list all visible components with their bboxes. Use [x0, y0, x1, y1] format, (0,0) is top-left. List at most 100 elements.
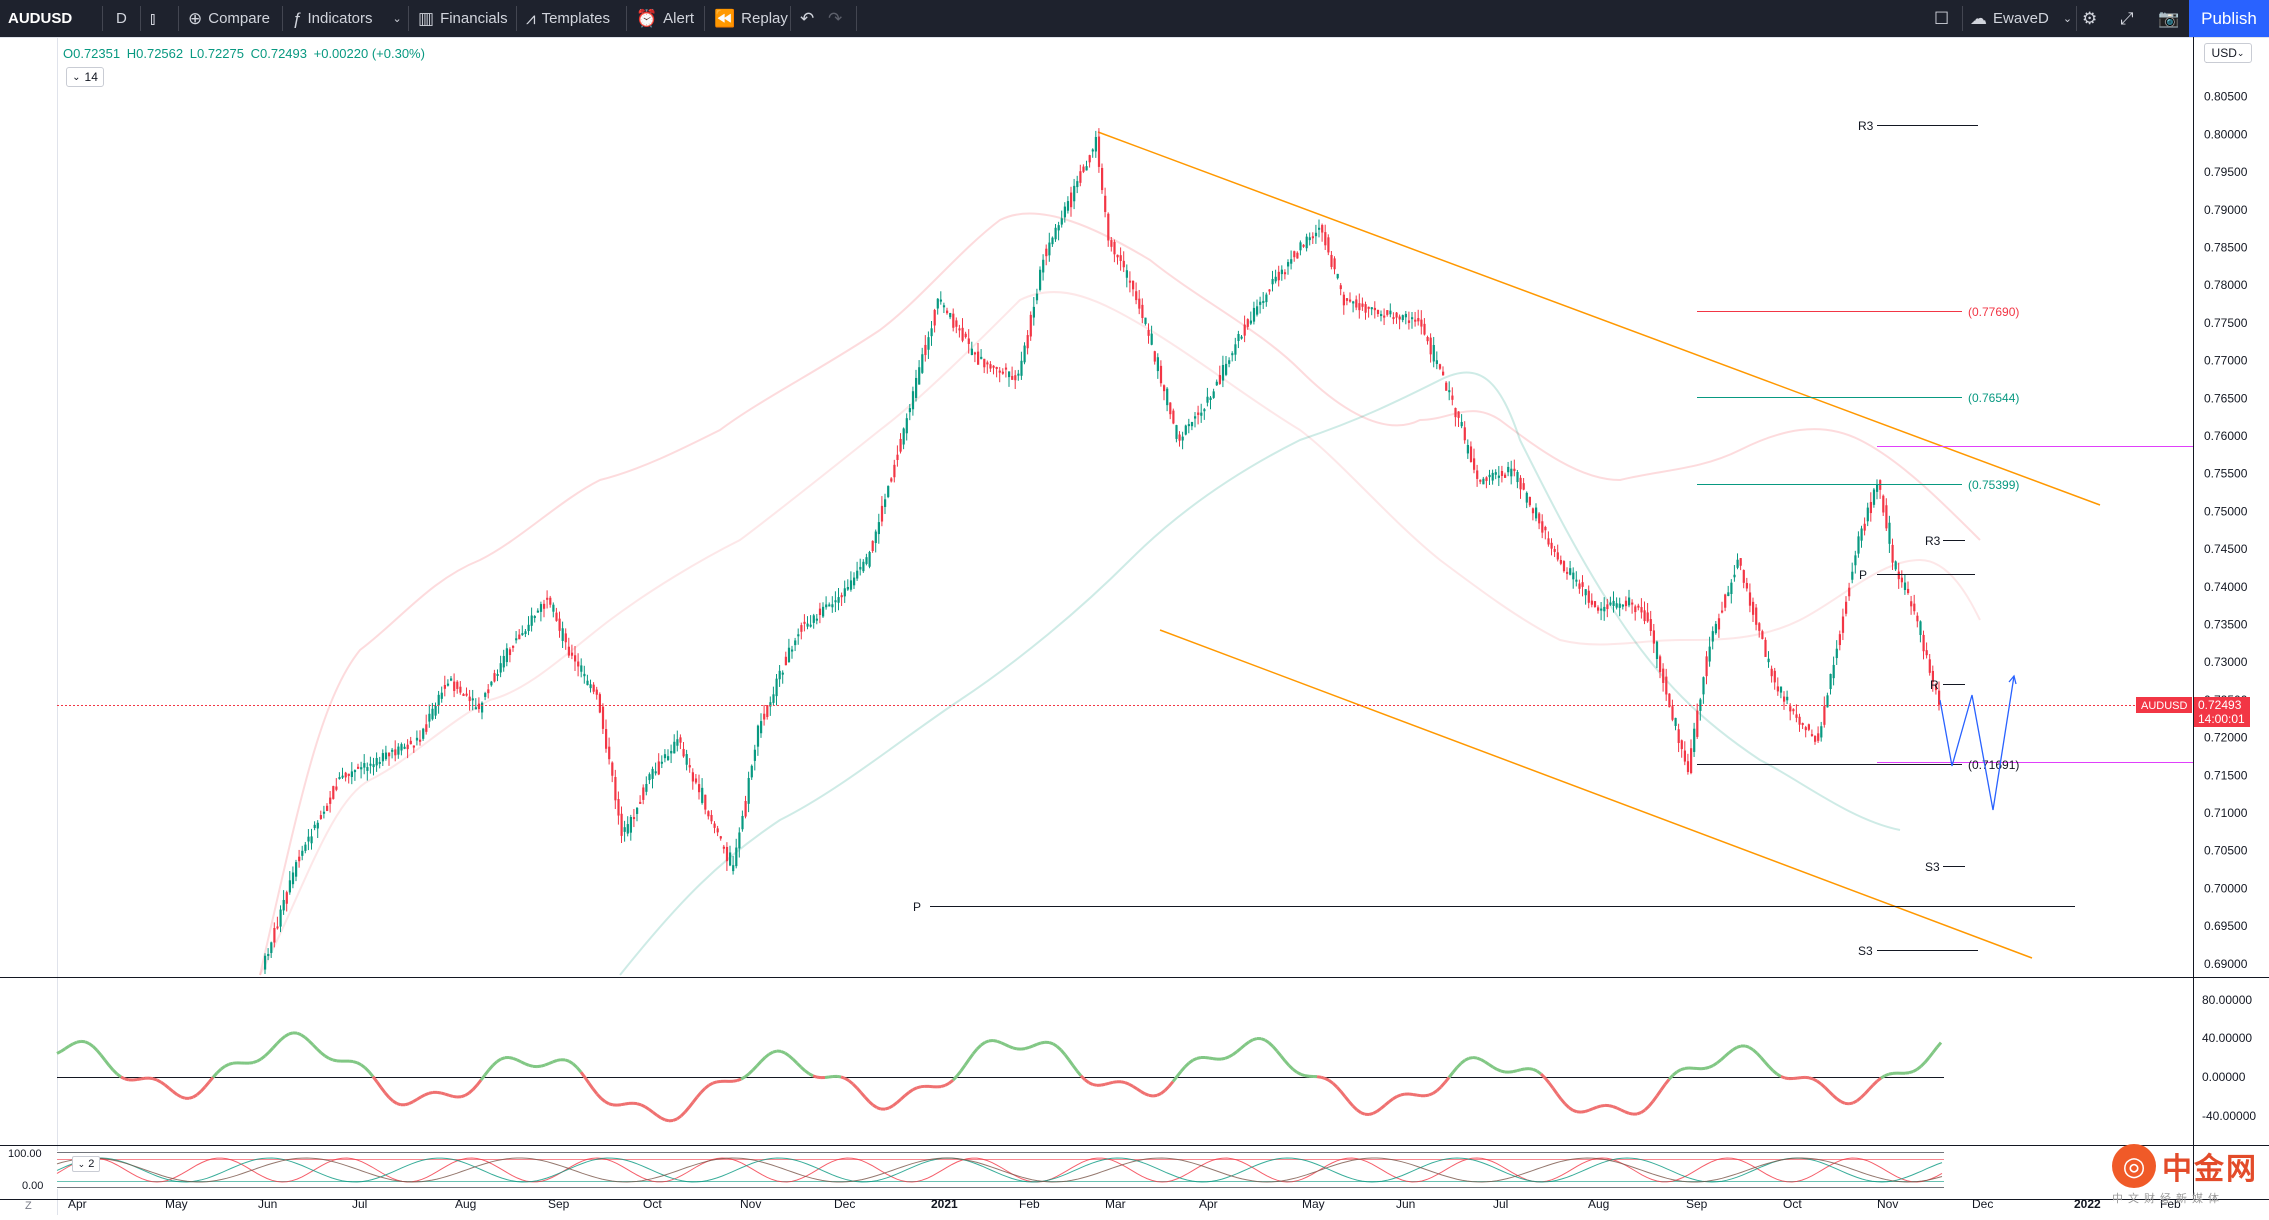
- candle-body: [1312, 236, 1314, 238]
- osc1-segment: [521, 1062, 525, 1064]
- osc1-segment: [1589, 1109, 1593, 1111]
- candle-body: [400, 744, 402, 750]
- candle-body: [1671, 706, 1673, 720]
- candle-body: [1141, 305, 1143, 318]
- interval-button[interactable]: D: [116, 0, 127, 37]
- chart-area[interactable]: 0.810000.805000.800000.795000.790000.785…: [0, 37, 2269, 1215]
- candle-body: [844, 588, 846, 596]
- osc1-segment: [397, 1104, 401, 1105]
- alert-label: Alert: [663, 10, 694, 27]
- candle-body: [1634, 606, 1636, 612]
- osc1-segment: [393, 1101, 397, 1104]
- fullscreen-button[interactable]: ⤢: [2120, 0, 2134, 37]
- candle-body: [1820, 726, 1822, 737]
- candle-body: [1523, 483, 1525, 489]
- candle-body: [338, 777, 340, 779]
- candle-body: [772, 694, 774, 703]
- symbol-search-button[interactable]: AUDUSD: [8, 0, 72, 37]
- candle-body: [608, 747, 610, 759]
- candle-body: [1278, 272, 1280, 280]
- chart-canvas[interactable]: 0.810000.805000.800000.795000.790000.785…: [0, 37, 2269, 1215]
- candle-body: [1479, 480, 1481, 482]
- candle-body: [617, 799, 619, 816]
- candle-body: [667, 756, 669, 760]
- indicator-collapse-button[interactable]: ⌄14: [66, 67, 104, 87]
- candle-body: [983, 359, 985, 367]
- candle-body: [1284, 272, 1286, 274]
- candle-body: [1551, 543, 1553, 549]
- osc1-segment: [465, 1093, 469, 1095]
- z-button[interactable]: Z: [25, 1200, 32, 1212]
- candle-body: [893, 465, 895, 477]
- candle-body: [900, 439, 902, 452]
- indicator-length-label: 14: [85, 70, 98, 84]
- candle-body: [1148, 330, 1150, 336]
- price-tick-label: 0.80500: [2204, 90, 2248, 104]
- redo-button[interactable]: ↷: [828, 0, 842, 37]
- candle-body: [1048, 243, 1050, 256]
- candle-body: [1293, 251, 1295, 257]
- candle-body: [869, 552, 871, 567]
- osc1-segment: [1513, 1071, 1517, 1072]
- candle-body: [1746, 583, 1748, 589]
- candle-body: [1138, 299, 1140, 309]
- candle-body: [1203, 409, 1205, 411]
- candle-body: [803, 622, 805, 624]
- candle-body: [1042, 260, 1044, 273]
- replay-button[interactable]: ⏪Replay: [714, 0, 788, 37]
- candle-body: [586, 681, 588, 685]
- candle-body: [965, 334, 967, 337]
- osc1-segment: [1121, 1082, 1125, 1083]
- undo-button[interactable]: ↶: [800, 0, 814, 37]
- snapshot-button[interactable]: 📷: [2158, 0, 2179, 37]
- osc1-segment: [1809, 1078, 1813, 1079]
- candle-body: [1752, 602, 1754, 615]
- candle-body: [881, 506, 883, 522]
- price-tick-label: 0.73000: [2204, 655, 2248, 669]
- candle-body: [559, 619, 561, 631]
- financials-button[interactable]: ▥Financials: [418, 0, 508, 37]
- candle-body: [1113, 242, 1115, 254]
- toolbar-divider: [516, 6, 517, 31]
- candle-body: [1315, 233, 1317, 236]
- currency-select[interactable]: USD⌄: [2204, 43, 2252, 63]
- candle-body: [1272, 279, 1274, 284]
- osc1-segment: [545, 1063, 549, 1065]
- compare-button[interactable]: ⊕Compare: [188, 0, 270, 37]
- alert-button[interactable]: ⏰Alert: [636, 0, 694, 37]
- osc2-collapse-button[interactable]: ⌄2: [72, 1156, 100, 1172]
- osc1-segment: [993, 1041, 997, 1042]
- candle-body: [890, 478, 892, 481]
- candle-body: [1715, 624, 1717, 633]
- candle-body: [382, 753, 384, 761]
- osc1-segment: [549, 1062, 553, 1064]
- candle-body: [540, 604, 542, 612]
- candle-body: [1547, 538, 1549, 544]
- candle-body: [264, 956, 266, 970]
- candle-body: [1079, 171, 1081, 183]
- publish-button[interactable]: Publish: [2189, 0, 2269, 37]
- layout-menu-button[interactable]: ☁EwaveD⌄: [1970, 0, 2072, 37]
- price-tick-label: 0.77500: [2204, 316, 2248, 330]
- candle-body: [1365, 304, 1367, 313]
- candle-body: [1454, 408, 1456, 417]
- osc1-segment: [1417, 1095, 1421, 1096]
- templates-button[interactable]: ⩘Templates: [526, 0, 610, 37]
- candle-body: [518, 635, 520, 640]
- candle-body: [1169, 403, 1171, 415]
- price-tick-label: 0.74000: [2204, 580, 2248, 594]
- fullscreen-layout-button[interactable]: ☐: [1934, 0, 1949, 37]
- legend-open: O0.72351: [63, 46, 120, 61]
- toolbar-divider: [856, 6, 857, 31]
- chart-type-button[interactable]: ⫾: [150, 0, 155, 37]
- candle-body: [1842, 617, 1844, 633]
- candle-body: [1851, 572, 1853, 580]
- candle-body: [1786, 697, 1788, 701]
- osc1-tick-label: -40.00000: [2202, 1109, 2256, 1123]
- settings-button[interactable]: ⚙: [2082, 0, 2097, 37]
- candle-body: [980, 357, 982, 359]
- candle-body: [1625, 601, 1627, 606]
- candle-body: [357, 767, 359, 769]
- candle-body: [1253, 308, 1255, 322]
